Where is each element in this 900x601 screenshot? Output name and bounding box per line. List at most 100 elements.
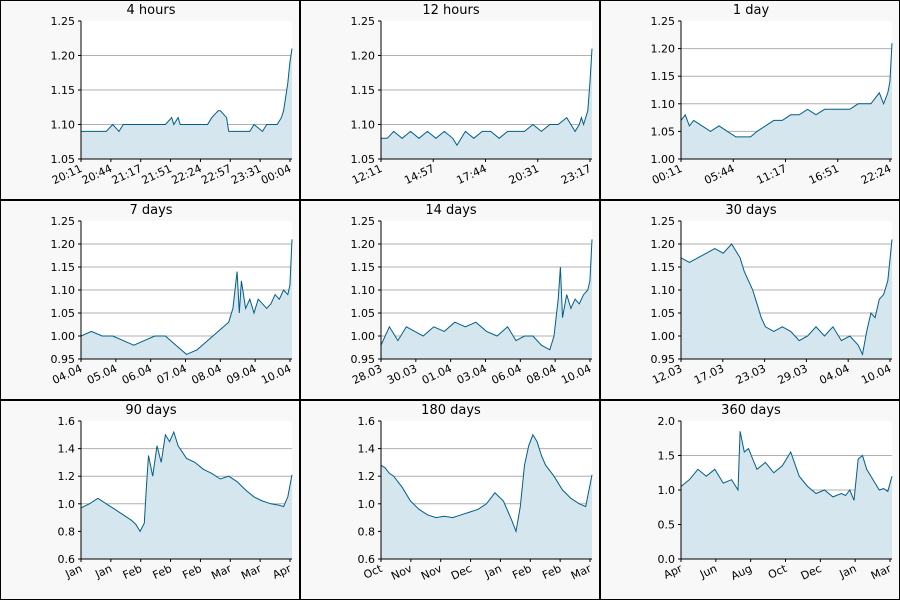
x-tick-label: 05:44 [702, 162, 736, 187]
y-tick-label: 2.0 [658, 415, 676, 428]
series-line [80, 430, 293, 533]
y-tick-label: 1.4 [58, 443, 76, 456]
y-tick-label: 0.5 [658, 519, 676, 532]
series-area [381, 434, 592, 559]
chart-panel-90-days: 90 days 0.6 0.8 1.0 1.2 1.4 1.6 Jan Jan Feb Feb Fe… [0, 400, 300, 600]
y-tick-label: 1.15 [351, 261, 376, 274]
chart-panel-12-hours: 12 hours 1.05 1.10 1.15 1.20 1.25 12:11 14:57 1… [300, 0, 600, 200]
x-tick-label: 08.04 [190, 362, 224, 387]
x-tick-label: 10.04 [259, 362, 293, 387]
x-tick-label: 08.04 [524, 362, 558, 387]
y-tick-label: 1.25 [51, 215, 76, 228]
y-tick-label: 1.5 [658, 450, 676, 463]
series-area [681, 239, 892, 359]
y-tick-label: 1.05 [351, 307, 376, 320]
y-tick-label: 1.6 [58, 415, 76, 428]
series-line [381, 48, 593, 147]
x-tick-label: 30.03 [385, 362, 419, 387]
series-line [680, 431, 893, 501]
x-tick-label: 07.04 [155, 362, 189, 387]
chart-panel-7-days: 7 days 0.95 1.00 1.05 1.10 1.15 1.20 1.25 04.04… [0, 200, 300, 400]
x-tick-label: Feb [121, 562, 144, 582]
chart-title: 14 days [425, 203, 477, 218]
x-tick-label: Mar [239, 562, 264, 583]
y-tick-label: 1.10 [651, 98, 676, 111]
x-tick-label: 23:17 [559, 162, 593, 187]
y-tick-label: 1.05 [51, 153, 76, 166]
chart-panel-1-day: 1 day 1.00 1.05 1.10 1.15 1.20 1.25 00:11 05:44… [600, 0, 900, 200]
x-tick-label: Jan [482, 562, 504, 581]
series-line [680, 43, 893, 138]
x-tick-label: Jan [837, 562, 859, 581]
x-tick-label: Mar [209, 562, 234, 583]
y-tick-label: 1.6 [358, 415, 376, 428]
y-tick-label: 1.0 [58, 498, 76, 511]
x-tick-label: 01.04 [420, 362, 454, 387]
x-tick-label: Aug [729, 562, 754, 583]
x-tick-label: Apr [271, 562, 294, 582]
series-area [681, 43, 892, 159]
x-tick-label: 16:51 [807, 162, 841, 187]
x-tick-label: 04.04 [817, 362, 851, 387]
y-tick-label: 0.6 [358, 553, 376, 566]
series-area [381, 48, 592, 159]
y-tick-label: 1.05 [351, 153, 376, 166]
chart-panel-30-days: 30 days 0.95 1.00 1.05 1.10 1.15 1.20 1.25 12.0… [600, 200, 900, 400]
x-tick-label: 21:51 [140, 162, 174, 187]
x-tick-label: Dec [799, 562, 824, 583]
x-tick-label: 09.04 [224, 362, 258, 387]
x-tick-label: Mar [569, 562, 594, 583]
y-tick-label: 1.20 [651, 43, 676, 56]
y-tick-label: 0.6 [58, 553, 76, 566]
chart-panel-4-hours: 4 hours 1.05 1.10 1.15 1.20 1.25 20:11 20:44 21… [0, 0, 300, 200]
y-tick-label: 1.20 [351, 50, 376, 63]
y-tick-label: 1.0 [358, 498, 376, 511]
y-tick-label: 1.10 [351, 119, 376, 132]
x-tick-label: 06.04 [120, 362, 154, 387]
x-tick-label: 10.04 [859, 362, 893, 387]
chart-title: 12 hours [422, 3, 480, 18]
y-tick-label: 0.95 [651, 353, 676, 366]
x-tick-label: 22:24 [169, 162, 203, 187]
y-tick-label: 1.25 [651, 15, 676, 28]
series-area [381, 239, 592, 359]
chart-panel-180-days: 180 days 0.6 0.8 1.0 1.2 1.4 1.6 Oct Nov Nov Dec J… [300, 400, 600, 600]
x-tick-label: Feb [510, 562, 533, 582]
chart-panel-360-days: 360 days 0.0 0.5 1.0 1.5 2.0 Apr Jun Aug Oct Dec J… [600, 400, 900, 600]
y-tick-label: 1.10 [51, 119, 76, 132]
x-tick-label: 03.04 [455, 362, 489, 387]
y-tick-label: 1.05 [51, 307, 76, 320]
series-line [380, 239, 593, 351]
y-tick-label: 0.8 [358, 525, 376, 538]
y-tick-label: 1.00 [351, 330, 376, 343]
y-tick-label: 1.10 [351, 284, 376, 297]
y-tick-label: 1.05 [651, 125, 676, 138]
x-tick-label: Nov [419, 562, 444, 583]
chart-panel-14-days: 14 days 0.95 1.00 1.05 1.10 1.15 1.20 1.25 28.0… [300, 200, 600, 400]
y-tick-label: 1.15 [51, 84, 76, 97]
y-tick-label: 1.10 [651, 284, 676, 297]
x-tick-label: 22:24 [859, 162, 893, 187]
x-tick-label: Mar [869, 562, 894, 583]
x-tick-label: Feb [151, 562, 174, 582]
y-tick-label: 1.15 [651, 261, 676, 274]
y-tick-label: 1.20 [51, 50, 76, 63]
y-tick-label: 1.20 [351, 238, 376, 251]
y-tick-label: 1.0 [658, 484, 676, 497]
chart-title: 30 days [725, 203, 777, 218]
x-tick-label: 11:17 [755, 162, 789, 187]
series-area [81, 239, 292, 359]
x-tick-label: 17:44 [455, 162, 489, 187]
x-tick-label: 06.04 [490, 362, 524, 387]
x-tick-label: Feb [181, 562, 204, 582]
x-tick-label: 23:31 [229, 162, 263, 187]
y-tick-label: 1.25 [651, 215, 676, 228]
x-tick-label: 23.03 [734, 362, 768, 387]
x-tick-label: 21:17 [110, 162, 144, 187]
y-tick-label: 0.95 [51, 353, 76, 366]
x-tick-label: 14:57 [402, 162, 436, 187]
